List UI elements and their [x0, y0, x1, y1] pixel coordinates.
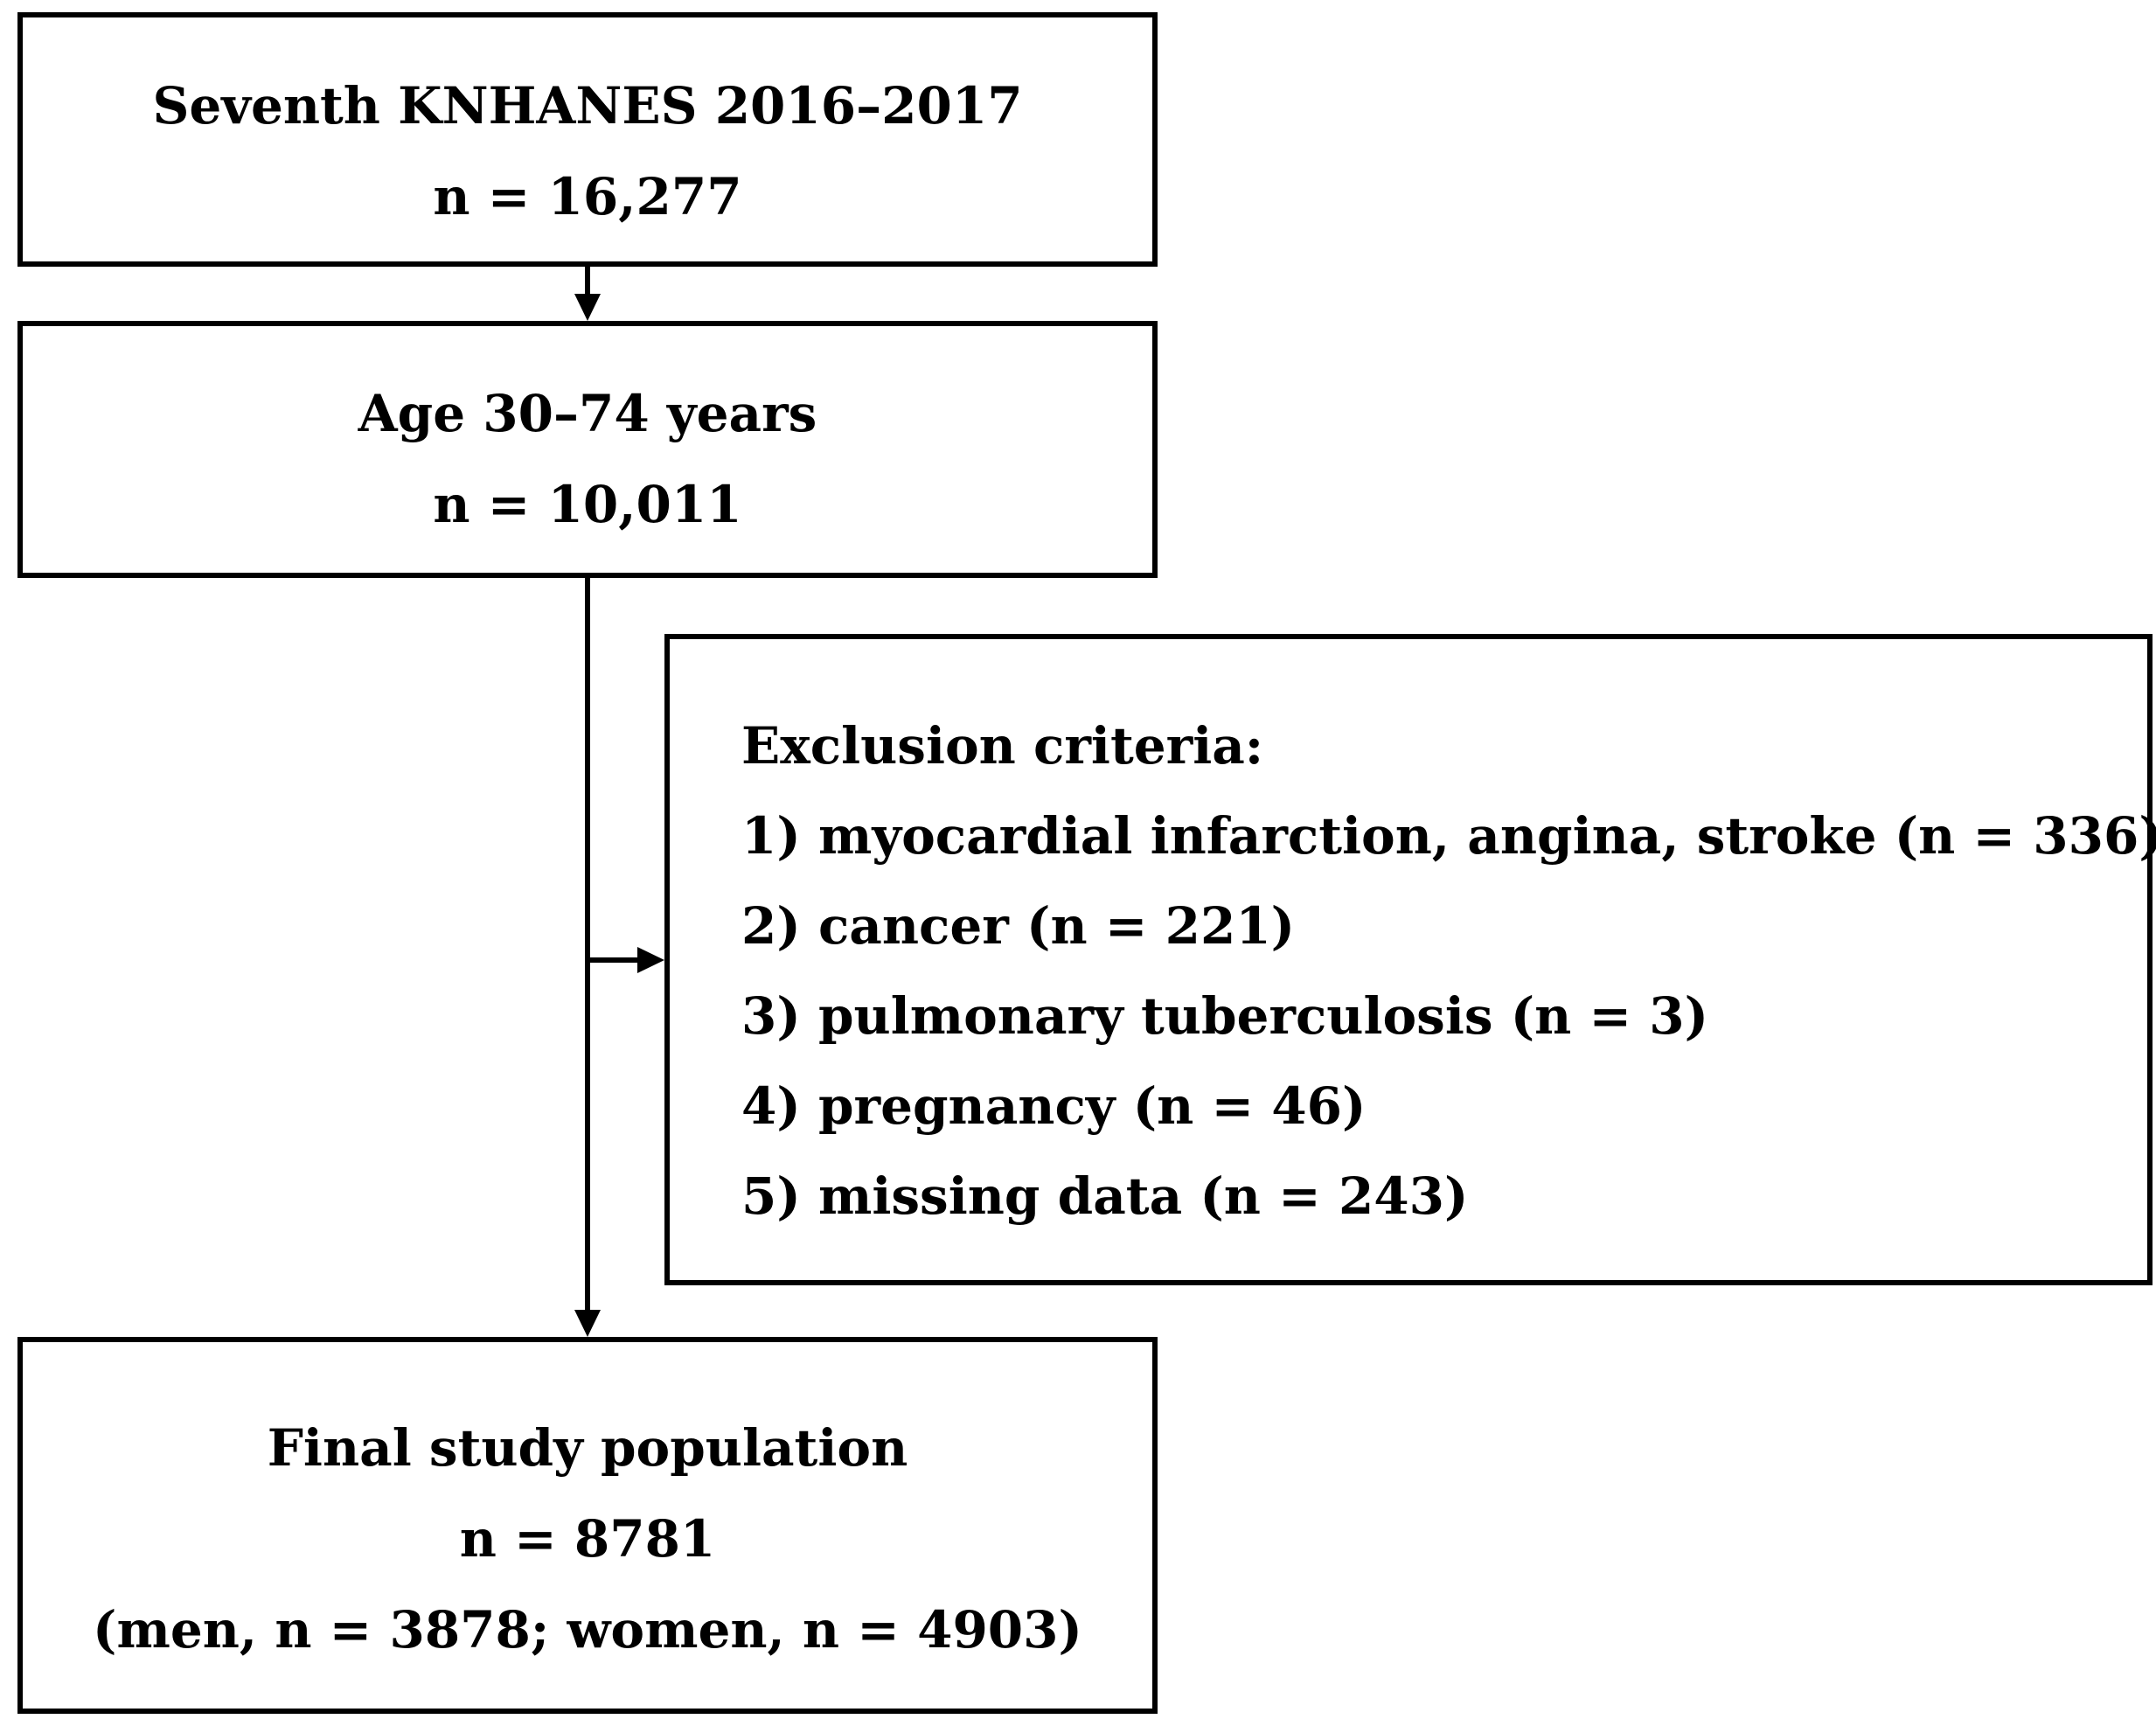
exclusion-item-2: 2) cancer (n = 221): [741, 896, 1296, 956]
arrowhead-age-to-final: [574, 1310, 601, 1337]
age-count: n = 10,011: [433, 475, 742, 534]
source-box: Seventh KNHANES 2016–2017 n = 16,277: [17, 12, 1158, 267]
final-breakdown: (men, n = 3878; women, n = 4903): [93, 1600, 1082, 1660]
exclusion-item-3: 3) pulmonary tuberculosis (n = 3): [741, 986, 1709, 1046]
exclusion-item-4: 4) pregnancy (n = 46): [741, 1076, 1367, 1136]
exclusion-box: Exclusion criteria: 1) myocardial infarc…: [664, 634, 2156, 1285]
exclusion-title: Exclusion criteria:: [741, 716, 1264, 776]
age-title: Age 30–74 years: [358, 384, 817, 443]
age-box: Age 30–74 years n = 10,011: [17, 321, 1158, 578]
exclusion-item-1: 1) myocardial infarction, angina, stroke…: [741, 806, 2156, 866]
arrowhead-source-to-age: [574, 294, 601, 321]
final-title: Final study population: [267, 1418, 908, 1478]
exclusion-item-5: 5) missing data (n = 243): [741, 1166, 1469, 1226]
source-count: n = 16,277: [433, 167, 742, 226]
arrowhead-to-exclusion: [637, 947, 664, 973]
final-population-box: Final study population n = 8781 (men, n …: [17, 1337, 1158, 1714]
source-title: Seventh KNHANES 2016–2017: [152, 76, 1023, 136]
final-count: n = 8781: [459, 1509, 716, 1569]
